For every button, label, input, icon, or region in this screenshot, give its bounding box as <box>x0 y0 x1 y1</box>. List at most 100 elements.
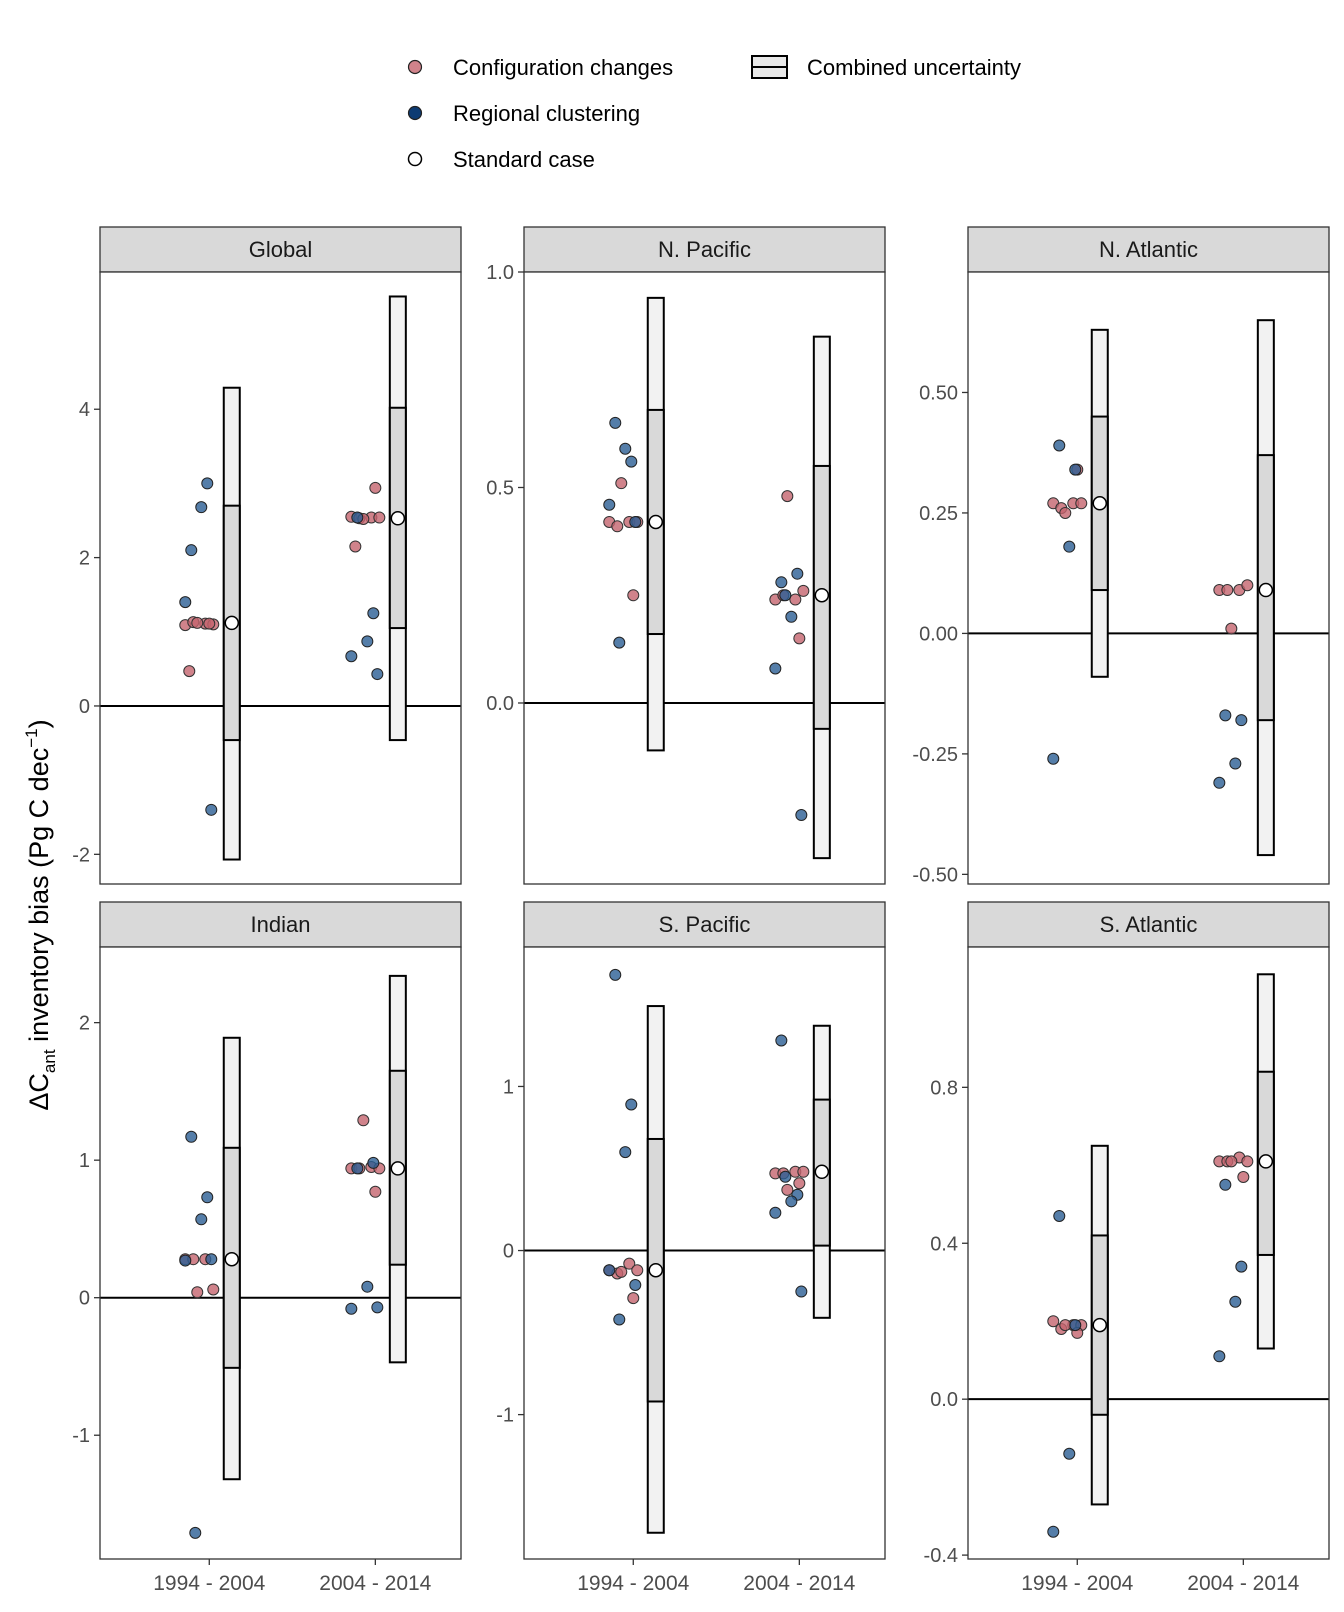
regional-point <box>775 1034 788 1047</box>
panel-global: Global -2 0 2 4 <box>72 226 462 885</box>
x-tick-label: 2004 - 2014 <box>319 1572 431 1595</box>
y-tick-label: 2 <box>79 548 90 570</box>
y-tick-label: -2 <box>72 844 90 866</box>
configuration-point <box>369 1185 382 1198</box>
panel-background <box>100 947 461 1559</box>
regional-point <box>189 1526 202 1539</box>
regional-point <box>351 1162 364 1175</box>
panel-n-atlantic: N. Atlantic -0.50 -0.25 0.00 0.25 0.50 <box>912 226 1330 886</box>
regional-point <box>1047 1525 1060 1538</box>
configuration-point <box>369 481 382 494</box>
y-tick-label: -0.4 <box>924 1545 958 1567</box>
y-tick-label: 1 <box>503 1076 514 1098</box>
regional-point <box>613 1313 626 1326</box>
configuration-point <box>1221 584 1234 597</box>
configuration-point <box>615 1265 628 1278</box>
legend-config-swatch <box>407 59 423 75</box>
panel-background <box>100 272 461 884</box>
configuration-point <box>203 617 216 630</box>
standard-case-point <box>1092 1317 1108 1333</box>
y-tick-label: 0.8 <box>930 1077 958 1099</box>
configuration-point <box>191 1286 204 1299</box>
configuration-point <box>631 1264 644 1277</box>
legend-standard-label: Standard case <box>453 147 595 172</box>
y-tick-label: 0.25 <box>919 503 958 525</box>
regional-point <box>1069 463 1082 476</box>
facet-title: S. Atlantic <box>1100 912 1198 937</box>
legend-combined-swatch <box>751 55 788 79</box>
panel-background <box>968 272 1329 884</box>
configuration-point <box>1059 1319 1072 1332</box>
x-tick-label: 2004 - 2014 <box>743 1572 855 1595</box>
configuration-point <box>797 1165 810 1178</box>
configuration-point <box>1241 1155 1254 1168</box>
regional-point <box>629 515 642 528</box>
panel-background <box>968 947 1329 1559</box>
y-tick-label: 1 <box>79 1150 90 1172</box>
configuration-point <box>793 632 806 645</box>
regional-point <box>185 1130 198 1143</box>
regional-point <box>205 1253 218 1266</box>
panel-s-atlantic: S. Atlantic -0.4 0.0 0.4 0.8 1994 - 2004 2004 … <box>924 901 1330 1595</box>
regional-point <box>1229 757 1242 770</box>
configuration-point <box>627 1292 640 1305</box>
facet-strip <box>967 226 1330 273</box>
y-tick-label: 0.5 <box>486 477 514 499</box>
configuration-point <box>789 593 802 606</box>
regional-point <box>619 1146 632 1159</box>
y-tick-label: 4 <box>79 399 90 421</box>
x-tick-label: 2004 - 2014 <box>1187 1572 1299 1595</box>
regional-point <box>201 1191 214 1204</box>
standard-case-point <box>224 615 240 631</box>
facet-title: Indian <box>251 912 311 937</box>
y-tick-label: -1 <box>72 1425 90 1447</box>
y-tick-label: -0.50 <box>912 864 958 886</box>
configuration-point <box>1237 1170 1250 1183</box>
x-tick-label: 1994 - 2004 <box>577 1572 689 1595</box>
panel-border <box>99 271 462 885</box>
panel-s-pacific: S. Pacific -1 0 1 1994 - 2004 2004 - 2014 <box>496 901 886 1595</box>
configuration-point <box>1059 506 1072 519</box>
regional-point <box>1063 540 1076 553</box>
standard-case-point <box>390 1161 406 1176</box>
regional-point <box>1229 1295 1242 1308</box>
y-tick-label: -0.25 <box>912 744 958 766</box>
configuration-point <box>183 665 196 678</box>
regional-point <box>769 1206 782 1219</box>
regional-point <box>361 1280 374 1293</box>
configuration-point <box>207 1283 220 1296</box>
standard-case-point <box>648 514 664 530</box>
panel-indian: Indian -1 0 1 2 1994 - 2004 2004 - 2014 <box>72 901 462 1595</box>
panel-border <box>99 946 462 1560</box>
facet-title: S. Pacific <box>659 912 751 937</box>
y-tick-label: 0.00 <box>919 623 958 645</box>
regional-point <box>367 607 380 620</box>
configuration-point <box>611 520 624 533</box>
configuration-point <box>1225 622 1238 635</box>
regional-point <box>361 635 374 648</box>
configuration-point <box>1225 1155 1238 1168</box>
facet-strip <box>99 226 462 273</box>
regional-point <box>603 498 616 511</box>
legend-standard-swatch <box>407 151 423 167</box>
panel-n-pacific: N. Pacific 0.0 0.5 1.0 <box>486 226 886 885</box>
regional-point <box>185 544 198 557</box>
configuration-point <box>781 1183 794 1196</box>
x-tick-label: 1994 - 2004 <box>1021 1572 1133 1595</box>
regional-point <box>1053 1209 1066 1222</box>
regional-point <box>603 1264 616 1277</box>
y-tick-label: -1 <box>496 1405 514 1427</box>
regional-point <box>1047 752 1060 765</box>
regional-point <box>351 511 364 524</box>
facet-strip <box>523 226 886 273</box>
regional-point <box>1069 1319 1082 1332</box>
panel-background <box>524 947 885 1559</box>
standard-case-point <box>390 511 406 526</box>
regional-point <box>619 442 632 455</box>
configuration-point <box>627 589 640 602</box>
regional-point <box>625 1098 638 1111</box>
standard-case-point <box>814 1164 830 1180</box>
regional-point <box>629 1278 642 1291</box>
regional-point <box>1213 776 1226 789</box>
